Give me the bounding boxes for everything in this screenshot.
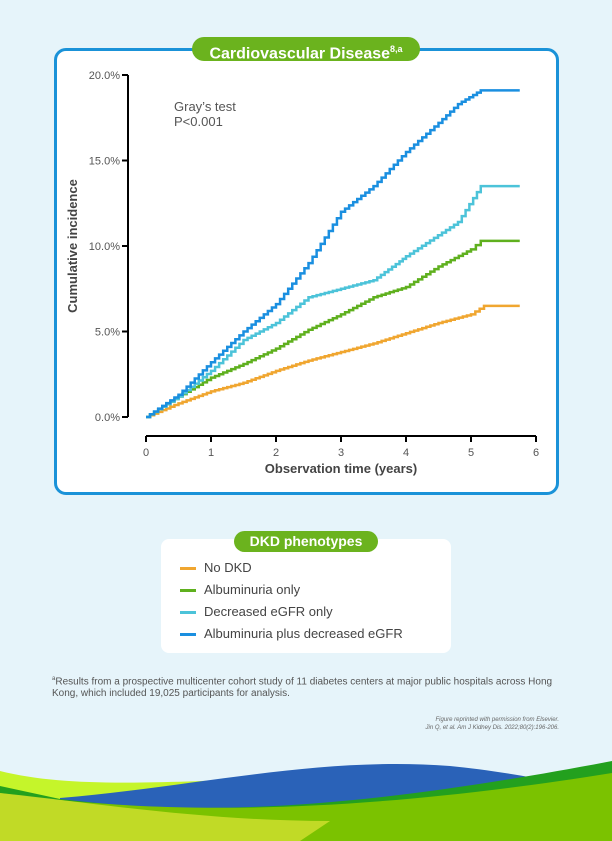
x-tick-label: 2	[273, 447, 279, 459]
chart-title: Cardiovascular Disease8,a	[192, 37, 420, 63]
series-line-1	[146, 239, 520, 419]
x-tick-label: 1	[208, 447, 214, 459]
y-tick-label: 15.0%	[89, 156, 120, 168]
annotation-pvalue: P<0.001	[174, 114, 223, 129]
legend-swatch	[180, 633, 196, 637]
legend-swatch	[180, 567, 196, 571]
series-line-3	[146, 89, 520, 419]
citation: Figure reprinted with permission from El…	[425, 716, 559, 732]
x-tick-label: 4	[403, 447, 409, 459]
decorative-waves	[0, 761, 612, 841]
y-axis-label: Cumulative incidence	[65, 179, 80, 313]
series-line-2	[146, 184, 520, 419]
citation-line-2: Jin Q, et al. Am J Kidney Dis. 2022;80(2…	[425, 725, 559, 731]
y-tick-label: 5.0%	[95, 327, 120, 339]
legend-label: Decreased eGFR only	[204, 604, 333, 619]
footnote-text: Results from a prospective multicenter c…	[52, 676, 553, 700]
y-tick-label: 20.0%	[89, 70, 120, 82]
legend-swatch	[180, 611, 196, 615]
citation-line-1: Figure reprinted with permission from El…	[435, 717, 560, 723]
legend-label: Albuminuria plus decreased eGFR	[204, 626, 403, 641]
chart-plot: 0.0% 5.0% 10.0% 15.0% 20.0% 0 1 2 3 4 5 6 Observatio…	[65, 70, 539, 476]
legend-label: Albuminuria only	[204, 582, 301, 597]
x-tick-label: 3	[338, 447, 344, 459]
legend-item: Albuminuria plus decreased eGFR	[180, 626, 403, 641]
footnote: aResults from a prospective multicenter …	[52, 673, 572, 700]
footnote-mark: a	[52, 676, 56, 682]
annotation-test: Gray’s test	[174, 99, 236, 114]
legend-item: No DKD	[180, 560, 252, 575]
legend-title: DKD phenotypes	[234, 531, 378, 552]
chart-card	[54, 48, 559, 495]
legend-item: Albuminuria only	[180, 582, 300, 597]
chart-title-text: Cardiovascular Disease	[209, 45, 391, 63]
x-tick-label: 5	[468, 447, 474, 459]
x-tick-label: 0	[143, 447, 149, 459]
legend-label: No DKD	[204, 560, 252, 575]
legend	[161, 539, 451, 653]
y-tick-label: 0.0%	[95, 412, 120, 424]
x-axis-label: Observation time (years)	[265, 461, 417, 476]
y-tick-label: 10.0%	[89, 241, 120, 253]
legend-item: Decreased eGFR only	[180, 604, 333, 619]
series-line-0	[146, 304, 520, 419]
chart-title-superscript: 8,a	[390, 44, 403, 54]
x-tick-label: 6	[533, 447, 539, 459]
legend-swatch	[180, 589, 196, 593]
